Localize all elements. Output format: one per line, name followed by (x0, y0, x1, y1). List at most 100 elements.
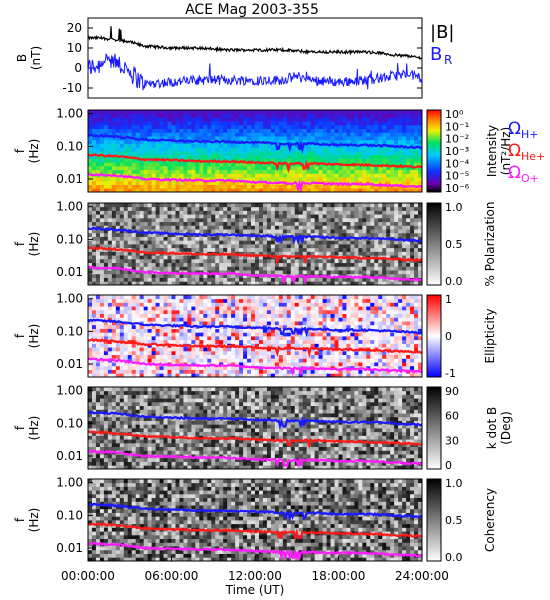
heatmap-cell (99, 273, 105, 278)
heatmap-cell (111, 117, 117, 122)
heatmap-cell (159, 210, 164, 215)
heatmap-cell (239, 124, 244, 130)
heatmap-cell (346, 225, 351, 230)
heatmap-cell (231, 336, 236, 341)
heatmap-cell (251, 229, 256, 234)
heatmap-cell (95, 362, 101, 367)
heatmap-cell (139, 225, 145, 230)
heatmap-cell (107, 373, 113, 378)
heatmap-cell (191, 117, 196, 122)
heatmap-cell (346, 113, 351, 118)
heatmap-cell (414, 128, 419, 133)
heatmap-cell (262, 229, 268, 234)
heatmap-cell (298, 270, 304, 275)
heatmap-cell (306, 225, 312, 230)
heatmap-cell (147, 313, 153, 318)
heatmap-cell (398, 210, 403, 215)
heatmap-cell (211, 313, 216, 318)
heatmap-cell (219, 255, 224, 260)
heatmap-cell (314, 121, 320, 126)
heatmap-cell (378, 136, 383, 141)
heatmap-cell (207, 214, 212, 219)
heatmap-cell (406, 258, 411, 264)
heatmap-cell (255, 154, 260, 159)
heatmap-cell (282, 313, 288, 318)
heatmap-cell (99, 354, 105, 359)
heatmap-cell (274, 373, 280, 378)
heatmap-cell (147, 350, 153, 356)
heatmap-cell (191, 258, 196, 264)
heatmap-cell (171, 110, 176, 115)
heatmap-cell (187, 281, 192, 286)
heatmap-cell (199, 258, 204, 264)
heatmap-cell (266, 236, 272, 241)
heatmap-cell (266, 332, 272, 337)
heatmap-cell (215, 266, 220, 271)
heatmap-cell (418, 262, 423, 267)
heatmap-cell (107, 255, 113, 260)
heatmap-cell (227, 240, 232, 245)
heatmap-cell (207, 336, 212, 341)
heatmap-cell (127, 217, 133, 223)
heatmap-cell (286, 339, 292, 344)
heatmap-cell (187, 369, 192, 374)
heatmap-cell (127, 258, 133, 264)
heatmap-cell (310, 225, 316, 230)
heatmap-cell (131, 332, 137, 337)
heatmap-cell (227, 147, 232, 152)
heatmap-cell (127, 147, 133, 152)
heatmap-cell (223, 339, 228, 344)
heatmap-cell (151, 328, 156, 333)
heatmap-cell (95, 332, 101, 337)
heatmap-cell (354, 188, 359, 193)
heatmap-cell (266, 177, 272, 182)
heatmap-cell (330, 266, 335, 271)
heatmap-cell (123, 165, 129, 171)
heatmap-cell (103, 113, 109, 118)
heatmap-cell (322, 169, 327, 174)
heatmap-cell (294, 339, 300, 344)
heatmap-cell (386, 121, 391, 126)
heatmap-cell (207, 147, 212, 152)
heatmap-cell (302, 113, 308, 118)
heatmap-cell (107, 128, 113, 133)
heatmap-cell (286, 232, 292, 237)
heatmap-cell (167, 214, 172, 219)
heatmap-cell (155, 124, 160, 130)
heatmap-cell (143, 358, 149, 363)
heatmap-cell (207, 362, 212, 367)
heatmap-cell (266, 309, 272, 315)
heatmap-cell (318, 262, 323, 267)
heatmap-cell (171, 332, 176, 337)
heatmap-cell (294, 270, 300, 275)
heatmap-cell (131, 354, 137, 359)
heatmap-cell (107, 369, 113, 374)
heatmap-cell (270, 309, 276, 315)
heatmap-cell (382, 136, 387, 141)
heatmap-cell (179, 121, 184, 126)
heatmap-cell (258, 251, 264, 256)
heatmap-cell (302, 247, 308, 252)
heatmap-cell (123, 255, 129, 260)
heatmap-cell (286, 247, 292, 252)
heatmap-cell (199, 362, 204, 367)
heatmap-cell (219, 128, 224, 133)
heatmap-cell (88, 244, 93, 249)
heatmap-cell (266, 244, 272, 249)
heatmap-cell (247, 270, 252, 275)
heatmap-cell (306, 240, 312, 245)
heatmap-cell (262, 369, 268, 374)
heatmap-cell (215, 262, 220, 267)
heatmap-cell (374, 184, 379, 189)
heatmap-cell (227, 151, 232, 156)
heatmap-cell (143, 165, 149, 171)
heatmap-cell (374, 151, 379, 156)
heatmap-cell (334, 151, 339, 156)
heatmap-cell (402, 232, 407, 237)
heatmap-cell (151, 354, 156, 359)
heatmap-cell (191, 225, 196, 230)
heatmap-cell (231, 273, 236, 278)
heatmap-cell (318, 169, 323, 174)
heatmap-cell (115, 139, 121, 144)
heatmap-cell (131, 328, 137, 333)
